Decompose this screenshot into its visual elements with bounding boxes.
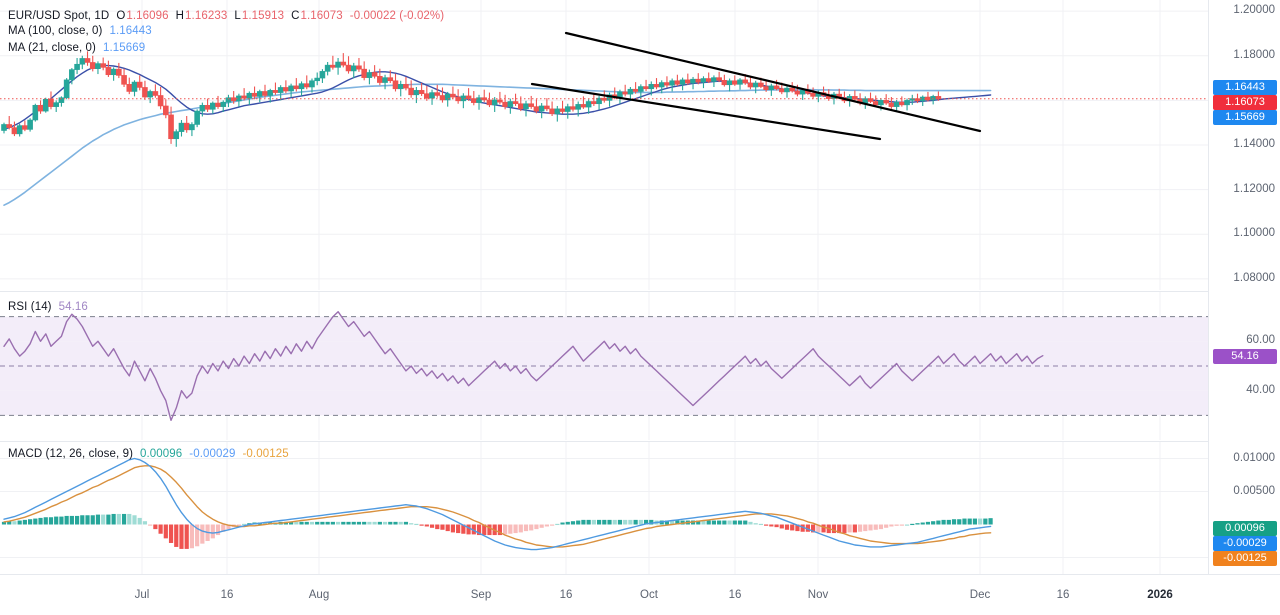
macd-signal-value: -0.00125	[242, 448, 289, 460]
price-badge-0[interactable]: 1.16443	[1213, 80, 1277, 95]
time-axis[interactable]: Jul 16 Aug Sep 16 Oct 16 Nov Dec 16 2026	[0, 574, 1280, 615]
macd-chart-pane[interactable]	[0, 442, 1208, 574]
low-label: L	[234, 10, 241, 22]
price-chart-svg	[0, 0, 1208, 290]
time-label-6: 16	[728, 589, 742, 601]
price-badge-1[interactable]: 1.16073	[1213, 95, 1277, 110]
macd-legend[interactable]: MACD (12, 26, close, 9) 0.00096 -0.00029 -0…	[8, 448, 289, 460]
macd-badge-2[interactable]: -0.00125	[1213, 551, 1277, 566]
time-label-5: Oct	[640, 589, 658, 601]
open-label: O	[116, 10, 126, 22]
ma100-value: 1.16443	[109, 25, 152, 37]
macd-badge-1[interactable]: -0.00029	[1213, 536, 1277, 551]
time-label-4: 16	[559, 589, 573, 601]
time-label-10: 2026	[1147, 589, 1173, 601]
price-tick-1: 1.18000	[1233, 48, 1275, 61]
macd-badge-0[interactable]: 0.00096	[1213, 521, 1277, 536]
ma21-value: 1.15669	[102, 42, 146, 54]
time-label-7: Nov	[807, 589, 829, 601]
time-label-1: 16	[220, 589, 234, 601]
rsi-value: 54.16	[58, 301, 88, 313]
symbol-label: EUR/USD Spot, 1D	[8, 10, 110, 22]
rsi-chart-svg	[0, 292, 1208, 440]
macd-tick-1: 0.00500	[1233, 484, 1275, 497]
macd-chart-svg	[0, 442, 1208, 574]
time-label-2: Aug	[308, 589, 330, 601]
macd-hist-value: 0.00096	[140, 448, 183, 460]
high-value: 1.16233	[185, 10, 228, 22]
rsi-badge[interactable]: 54.16	[1213, 348, 1277, 364]
time-label-3: Sep	[470, 589, 492, 601]
pane-divider-price-rsi	[0, 291, 1208, 292]
ma21-label: MA (21, close, 0)	[8, 42, 96, 54]
price-tick-5: 1.08000	[1233, 271, 1275, 284]
rsi-tick-0: 60.00	[1246, 334, 1275, 347]
rsi-chart-pane[interactable]	[0, 292, 1208, 440]
ma100-label: MA (100, close, 0)	[8, 25, 103, 37]
time-label-0: Jul	[134, 589, 150, 601]
close-label: C	[291, 10, 300, 22]
rsi-legend[interactable]: RSI (14) 54.16	[8, 301, 88, 313]
time-label-8: Dec	[969, 589, 991, 601]
price-tick-0: 1.20000	[1233, 4, 1275, 17]
price-scale[interactable]: 1.20000 1.18000 1.14000 1.12000 1.10000 1.080…	[1208, 0, 1280, 590]
ma21-legend[interactable]: MA (21, close, 0) 1.15669	[8, 42, 145, 54]
open-value: 1.16096	[126, 10, 169, 22]
price-tick-2: 1.14000	[1233, 138, 1275, 150]
high-label: H	[175, 10, 185, 22]
macd-label: MACD (12, 26, close, 9)	[8, 448, 134, 460]
rsi-label: RSI (14)	[8, 301, 52, 313]
low-value: 1.15913	[241, 10, 285, 22]
price-tick-4: 1.10000	[1233, 227, 1275, 240]
ma100-legend[interactable]: MA (100, close, 0) 1.16443	[8, 25, 152, 37]
close-value: 1.16073	[300, 10, 343, 22]
macd-tick-0: 0.01000	[1233, 451, 1275, 464]
rsi-tick-1: 40.00	[1246, 383, 1275, 396]
price-badge-2[interactable]: 1.15669	[1213, 110, 1277, 125]
pane-divider-rsi-macd	[0, 441, 1208, 442]
change-value: -0.00022 (-0.02%)	[349, 10, 445, 22]
price-tick-3: 1.12000	[1233, 182, 1275, 195]
macd-line-value: -0.00029	[189, 448, 236, 460]
price-chart-pane[interactable]	[0, 0, 1208, 290]
price-legend[interactable]: EUR/USD Spot, 1D O1.16096 H1.16233 L1.15913…	[8, 9, 444, 24]
time-label-9: 16	[1056, 589, 1070, 601]
